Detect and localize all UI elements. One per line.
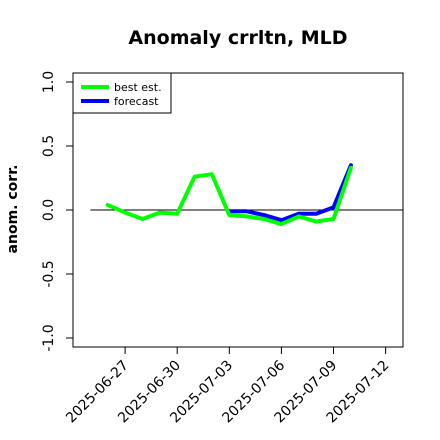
legend-label-forecast: forecast — [114, 95, 159, 108]
y-tick-label: 0.5 — [41, 135, 57, 157]
y-axis-label: anom. corr. — [5, 165, 21, 254]
legend-label-best-est: best est. — [114, 81, 162, 94]
y-tick-label: -0.5 — [41, 260, 57, 287]
y-tick-label: 1.0 — [41, 71, 57, 93]
x-axis: 2025-06-272025-06-302025-07-032025-07-06… — [63, 347, 392, 426]
y-tick-label: -1.0 — [41, 324, 57, 351]
y-tick-label: 0.0 — [41, 199, 57, 221]
legend-box — [72, 72, 172, 114]
y-axis: -1.0 -0.5 0.0 0.5 1.0 — [41, 71, 73, 352]
series-line-best-est — [105, 165, 353, 227]
legend: best est. forecast — [72, 72, 172, 114]
chart-title: Anomaly crrltn, MLD — [128, 27, 347, 49]
series-lines — [105, 163, 353, 227]
series-line-forecast — [227, 163, 353, 223]
